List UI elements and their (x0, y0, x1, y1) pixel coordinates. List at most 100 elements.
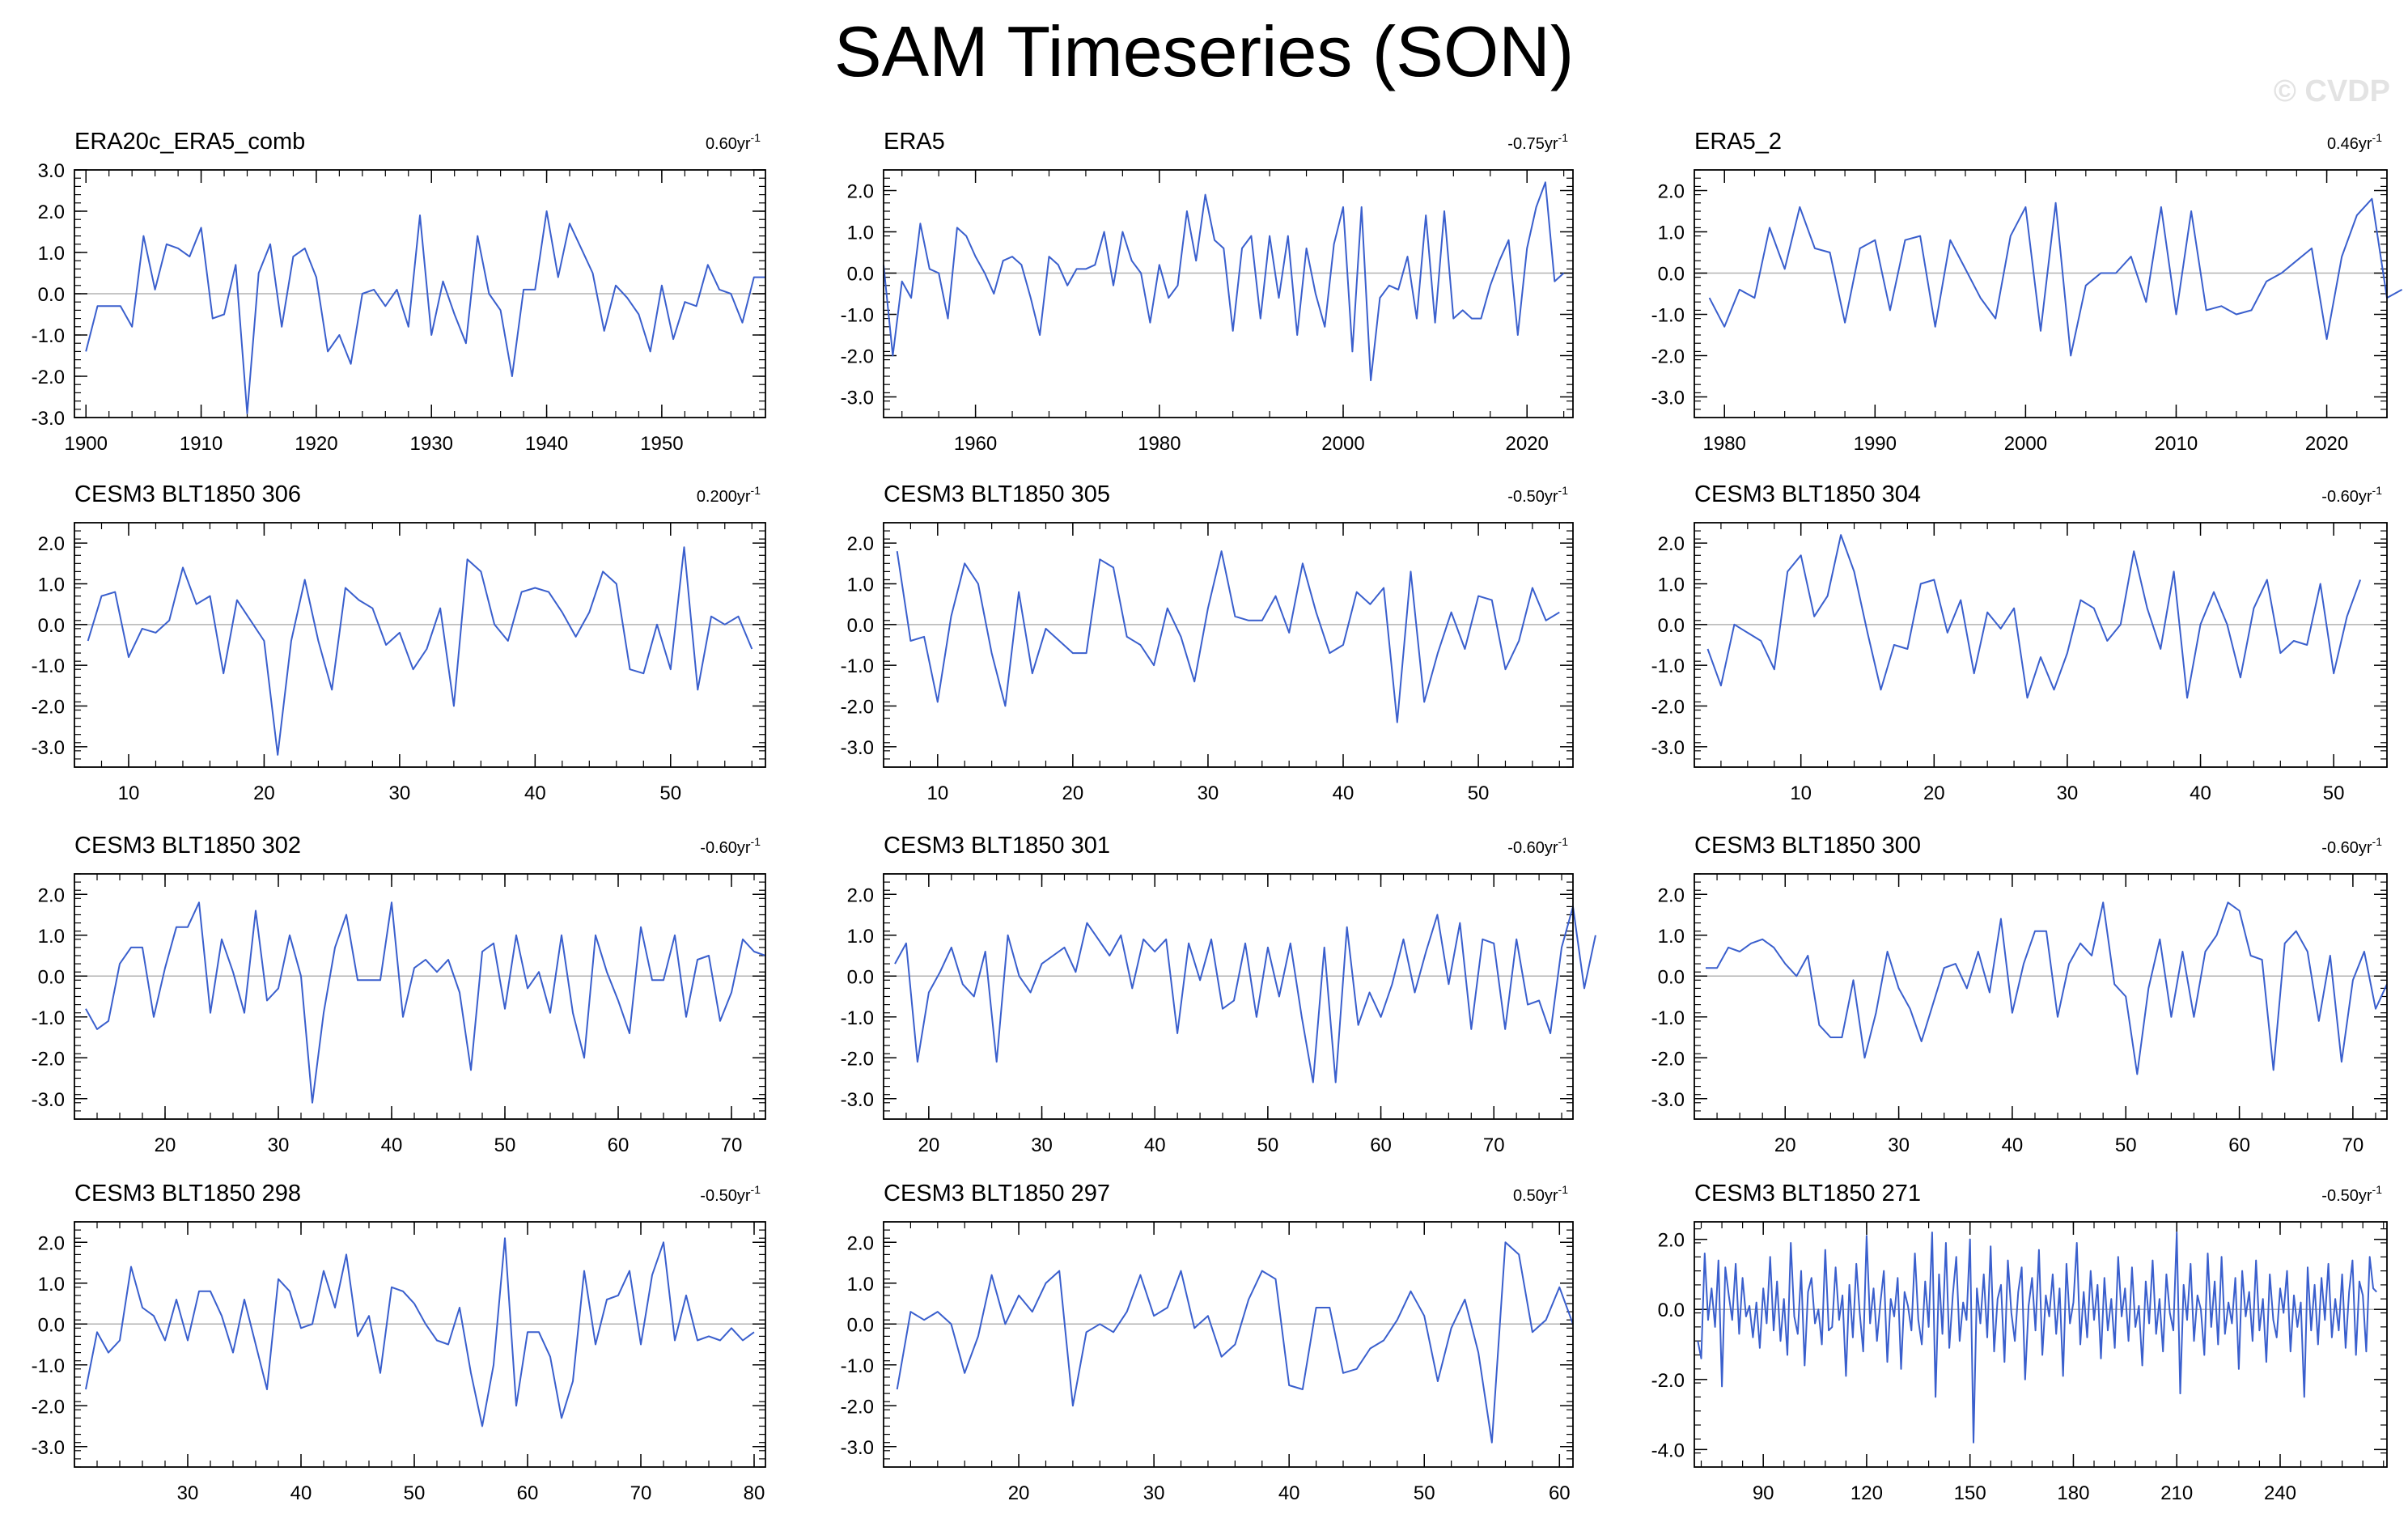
x-tick-label: 20 (253, 782, 275, 804)
y-tick-label: -2.0 (32, 1048, 65, 1070)
y-tick-label: 1.0 (1658, 575, 1685, 596)
y-tick-label: 1.0 (38, 243, 65, 265)
trend-unit: yr (1545, 839, 1558, 857)
series-line (883, 181, 1565, 382)
watermark-text: © CVDP (2273, 74, 2390, 108)
x-tick-label: 10 (118, 782, 140, 804)
trend-exponent: -1 (1558, 835, 1569, 848)
y-tick-label: -4.0 (1651, 1440, 1685, 1461)
x-tick-label: 30 (1143, 1482, 1165, 1504)
chart-title: CESM3 BLT1850 297 (884, 1181, 1110, 1206)
plot-frame (883, 169, 1574, 418)
y-tick-label: -3.0 (32, 1089, 65, 1111)
trend-exponent: -1 (751, 1183, 761, 1196)
x-tick-label: 1940 (525, 433, 568, 455)
x-tick-label: 20 (1923, 782, 1945, 804)
chart-panel-5: CESM3 BLT1850 305 -0.50yr-1 -3.0 -2.0 -1.0 0.… (841, 481, 1574, 804)
series-line (896, 1241, 1574, 1444)
y-tick-label: 0.0 (1658, 1300, 1685, 1321)
x-tick-label: 90 (1753, 1482, 1774, 1504)
series-line (85, 1237, 755, 1427)
series-line (1706, 901, 2388, 1075)
x-tick-label: 20 (1774, 1134, 1796, 1156)
x-tick-label: 50 (404, 1482, 426, 1504)
x-tick-label: 70 (1483, 1134, 1505, 1156)
trend-label: -0.60yr-1 (2321, 484, 2382, 506)
trend-value: 0.60 (706, 135, 737, 153)
y-tick-label: 2.0 (1658, 181, 1685, 203)
x-tick-label: 1980 (1703, 433, 1746, 455)
x-tick-label: 20 (155, 1134, 176, 1156)
x-tick-label: 30 (268, 1134, 290, 1156)
plot-frame (74, 522, 766, 768)
y-tick-label: -2.0 (1651, 697, 1685, 719)
trend-label: -0.50yr-1 (700, 1183, 761, 1205)
y-tick-label: 1.0 (847, 1274, 874, 1295)
y-tick-label: -1.0 (1651, 655, 1685, 677)
trend-exponent: -1 (2372, 131, 2383, 144)
y-tick-label: 1.0 (38, 926, 65, 948)
x-tick-label: 10 (1790, 782, 1812, 804)
x-tick-label: 30 (1888, 1134, 1910, 1156)
x-tick-label: 50 (1468, 782, 1490, 804)
x-tick-label: 50 (1414, 1482, 1435, 1504)
y-tick-label: 2.0 (847, 884, 874, 906)
chart-panel-12: CESM3 BLT1850 271 -0.50yr-1 -4.0 -2.0 0.0 2.0… (1651, 1181, 2388, 1504)
y-tick-label: -3.0 (841, 388, 874, 409)
chart-panel-10: CESM3 BLT1850 298 -0.50yr-1 -3.0 -2.0 -1.0 0.… (32, 1181, 766, 1504)
x-tick-label: 180 (2057, 1482, 2089, 1504)
y-tick-label: 0.0 (38, 284, 65, 306)
plot-frame (1694, 873, 2388, 1120)
x-tick-label: 60 (1549, 1482, 1571, 1504)
trend-value: -0.60 (2321, 839, 2359, 857)
y-tick-label: 2.0 (38, 884, 65, 906)
y-tick-label: -3.0 (841, 737, 874, 759)
trend-value: 0.50 (1513, 1187, 1545, 1205)
trend-label: 0.60yr-1 (706, 131, 761, 153)
x-tick-label: 2000 (2004, 433, 2047, 455)
x-tick-label: 40 (1144, 1134, 1166, 1156)
chart-panel-1: ERA20c_ERA5_comb 0.60yr-1 -3.0 -2.0 -1.0 0.0 1… (32, 129, 766, 455)
x-tick-label: 60 (1370, 1134, 1392, 1156)
chart-panel-8: CESM3 BLT1850 301 -0.60yr-1 -3.0 -2.0 -1.0 0.… (841, 833, 1596, 1156)
chart-title: CESM3 BLT1850 306 (74, 481, 301, 507)
page-title: SAM Timeseries (SON) (833, 11, 1575, 91)
trend-unit: yr (1545, 135, 1558, 153)
x-tick-label: 1950 (640, 433, 683, 455)
x-tick-label: 70 (2342, 1134, 2364, 1156)
trend-value: -0.50 (700, 1187, 737, 1205)
series-line (85, 901, 766, 1104)
y-tick-label: -1.0 (841, 1355, 874, 1377)
trend-exponent: -1 (751, 131, 761, 144)
y-tick-label: -1.0 (841, 1007, 874, 1029)
trend-label: -0.60yr-1 (700, 835, 761, 857)
plot-frame (74, 873, 766, 1120)
y-tick-label: 0.0 (1658, 264, 1685, 286)
series-line (894, 905, 1596, 1083)
x-tick-label: 1990 (1854, 433, 1897, 455)
y-tick-label: 0.0 (38, 615, 65, 637)
x-tick-label: 50 (1257, 1134, 1279, 1156)
y-tick-label: -1.0 (32, 1007, 65, 1029)
y-tick-label: -2.0 (32, 1396, 65, 1418)
chart-panel-9: CESM3 BLT1850 300 -0.60yr-1 -3.0 -2.0 -1.0 0.… (1651, 833, 2388, 1156)
trend-unit: yr (2359, 1187, 2372, 1205)
y-tick-label: -1.0 (32, 325, 65, 347)
trend-unit: yr (737, 1187, 751, 1205)
y-tick-label: -3.0 (32, 737, 65, 759)
x-tick-label: 150 (1954, 1482, 1986, 1504)
y-tick-label: -2.0 (1651, 1370, 1685, 1392)
x-tick-label: 20 (1062, 782, 1084, 804)
y-tick-label: -3.0 (1651, 737, 1685, 759)
series-line (1706, 534, 2362, 699)
y-tick-label: 1.0 (847, 575, 874, 596)
chart-title: CESM3 BLT1850 301 (884, 833, 1110, 859)
trend-exponent: -1 (1558, 131, 1569, 144)
y-tick-label: 0.0 (847, 615, 874, 637)
x-tick-label: 30 (2057, 782, 2079, 804)
y-tick-label: 2.0 (38, 1232, 65, 1254)
plot-frame (883, 1221, 1574, 1468)
plot-frame (1694, 1221, 2388, 1468)
trend-unit: yr (737, 839, 751, 857)
